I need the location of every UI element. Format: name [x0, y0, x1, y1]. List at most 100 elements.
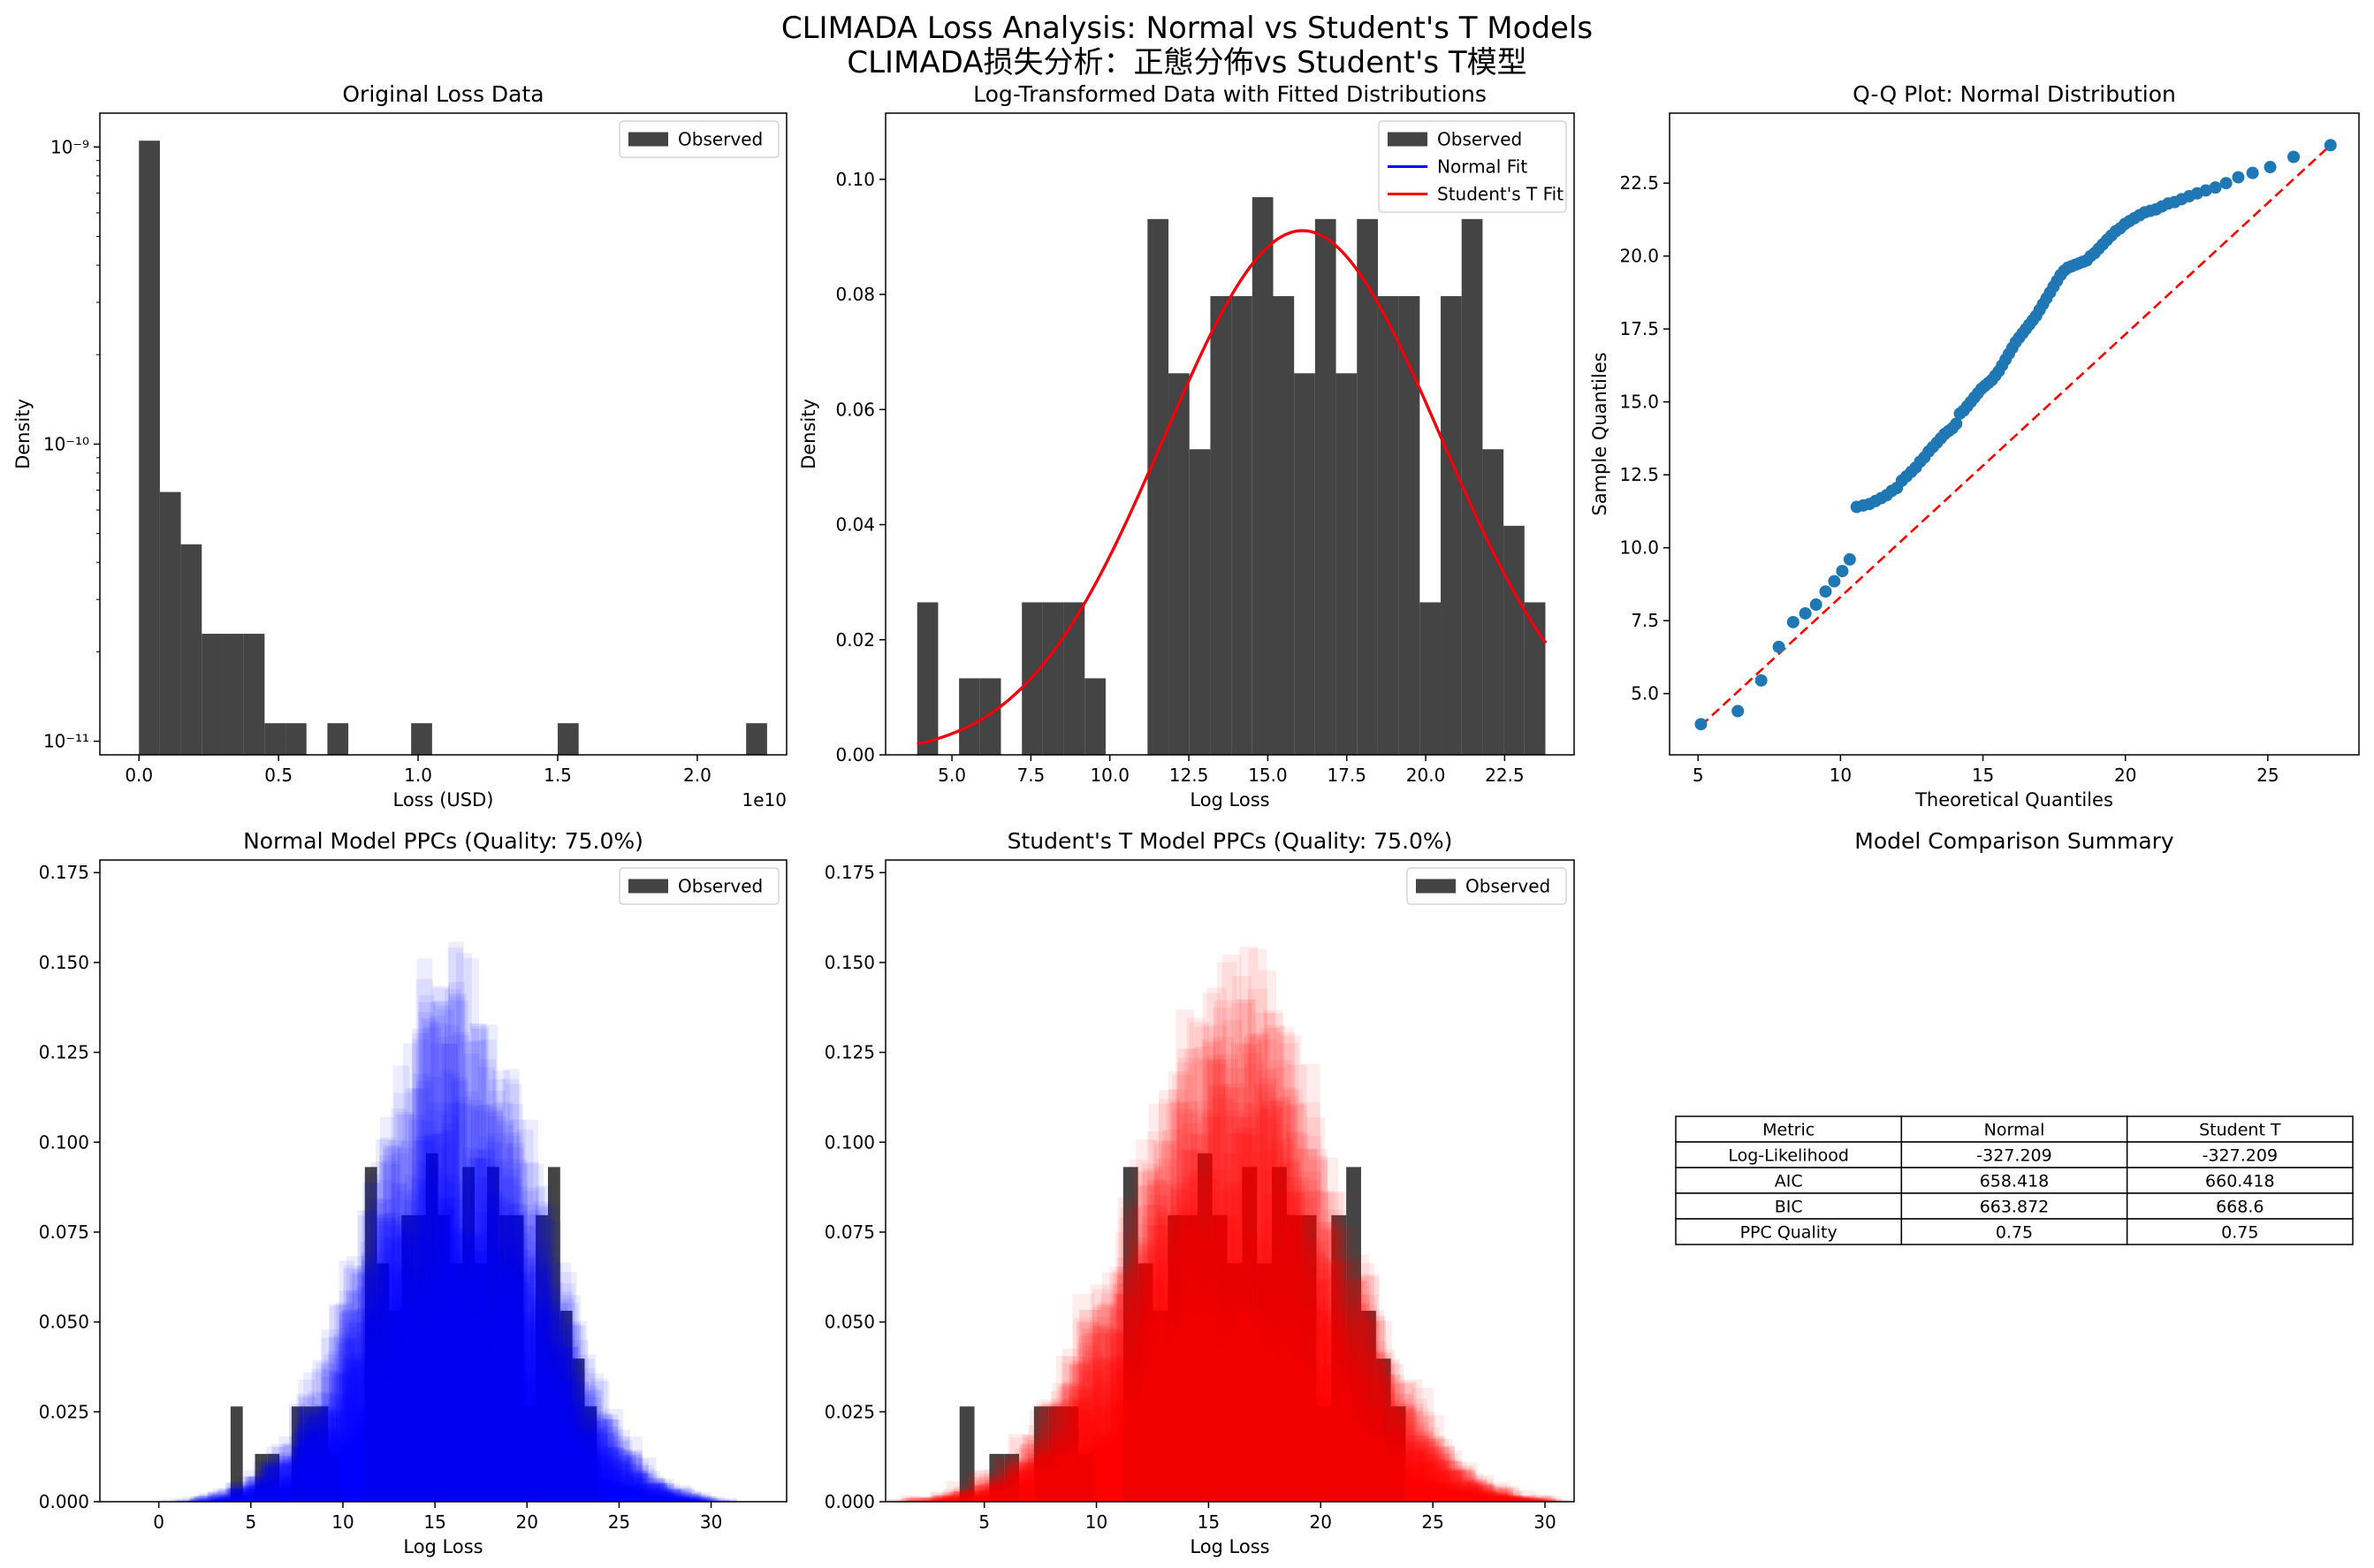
- ppc-bar: [230, 1497, 246, 1502]
- ppc-bar: [1054, 1435, 1077, 1502]
- ppc-bar: [1077, 1442, 1097, 1502]
- ppc-bar: [1270, 1097, 1290, 1502]
- ppc-bar: [560, 1410, 577, 1502]
- x-axis: 5 10 15 20 25: [1693, 755, 2279, 786]
- ppc-bar: [561, 1346, 579, 1502]
- ppc-bar: [230, 1498, 246, 1502]
- ppc-bar: [1309, 1252, 1329, 1502]
- ppc-bar: [1051, 1435, 1073, 1502]
- ppc-bar: [239, 1488, 256, 1502]
- ppc-bar: [1202, 1233, 1222, 1502]
- ppc-bar: [439, 1378, 457, 1502]
- ppc-bar: [244, 1492, 262, 1502]
- ppc-bar: [554, 1343, 572, 1502]
- histogram-bar: [1316, 1406, 1332, 1502]
- ppc-bar: [1369, 1435, 1391, 1502]
- ppc-bar: [397, 1111, 415, 1502]
- ppc-bar: [973, 1488, 994, 1502]
- ppc-bar: [1015, 1448, 1038, 1502]
- ppc-bar: [534, 1403, 551, 1502]
- ppc-bar: [1438, 1484, 1457, 1502]
- ppc-bar: [196, 1495, 214, 1502]
- ppc-bar: [609, 1450, 627, 1502]
- ppc-bar: [1439, 1488, 1459, 1502]
- ppc-bar: [1262, 1251, 1284, 1502]
- ppc-bar: [947, 1492, 970, 1502]
- ppc-bar: [1347, 1412, 1370, 1502]
- ppc-bar: [622, 1483, 640, 1502]
- ppc-bar: [1053, 1478, 1072, 1502]
- ppc-bar: [1006, 1479, 1029, 1502]
- ppc-bar: [1256, 1242, 1276, 1502]
- ppc-bar: [1097, 1450, 1117, 1502]
- ppc-bar: [1282, 1404, 1305, 1502]
- ppc-bar: [1282, 1089, 1303, 1502]
- ppc-bar: [324, 1450, 344, 1502]
- ppc-bar: [453, 1371, 472, 1502]
- ppc-bar: [1028, 1452, 1049, 1502]
- ppc-bar: [415, 1140, 435, 1502]
- ppc-bar: [275, 1486, 293, 1502]
- ppc-bar: [1039, 1440, 1060, 1502]
- ppc-bar: [407, 1188, 425, 1502]
- ppc-bar: [1351, 1444, 1373, 1502]
- ppc-bar: [1143, 1205, 1166, 1502]
- ppc-bar: [292, 1446, 309, 1502]
- ppc-bar: [1147, 1309, 1169, 1502]
- ppc-bar: [645, 1495, 660, 1502]
- ppc-bar: [1482, 1493, 1503, 1502]
- ppc-bar: [979, 1474, 1001, 1502]
- ppc-bar: [1167, 1325, 1187, 1502]
- ppc-bar: [470, 1110, 487, 1502]
- ppc-bar: [309, 1466, 326, 1502]
- ppc-bar: [441, 1043, 458, 1502]
- ppc-bar: [1384, 1445, 1406, 1502]
- ppc-bar: [1148, 1377, 1172, 1502]
- y-tick-label: 0.175: [825, 862, 875, 883]
- ppc-bar: [673, 1498, 691, 1502]
- ppc-bar: [1012, 1484, 1032, 1502]
- ppc-bar: [453, 1362, 471, 1502]
- ppc-bar: [988, 1477, 1010, 1502]
- ppc-bar: [659, 1494, 675, 1502]
- ppc-bar: [1072, 1399, 1092, 1502]
- ppc-bar: [1361, 1437, 1381, 1502]
- histogram-bar: [584, 1406, 597, 1502]
- ppc-bar: [258, 1482, 275, 1502]
- ppc-bar: [444, 989, 461, 1502]
- ppc-bar: [1502, 1496, 1524, 1502]
- ppc-bar: [407, 1089, 424, 1502]
- table-header-text: Metric: [1762, 1121, 1815, 1140]
- ppc-bar: [1214, 1218, 1235, 1502]
- ppc-bar: [606, 1447, 624, 1502]
- ppc-bar: [1082, 1465, 1104, 1502]
- ppc-bar: [1110, 1343, 1132, 1502]
- ppc-bar: [1139, 1336, 1161, 1502]
- ppc-bar: [1396, 1470, 1417, 1502]
- ppc-bar: [1512, 1496, 1534, 1502]
- ppc-bar: [593, 1381, 610, 1502]
- ppc-bar: [565, 1408, 582, 1502]
- ppc-bar: [1408, 1462, 1429, 1502]
- ppc-bar: [1386, 1450, 1408, 1502]
- ppc-bar: [1396, 1405, 1417, 1502]
- ppc-bar: [450, 1000, 468, 1502]
- ppc-bar: [588, 1429, 607, 1502]
- ppc-bar: [245, 1490, 262, 1502]
- ppc-bar: [224, 1494, 243, 1502]
- ppc-bar: [358, 1215, 374, 1502]
- ppc-bar: [1457, 1490, 1476, 1502]
- ppc-bar: [1186, 1349, 1208, 1502]
- ppc-bar: [1193, 1394, 1214, 1502]
- ppc-bar: [410, 1178, 428, 1502]
- ppc-bar: [1330, 1361, 1352, 1502]
- histogram-bar: [202, 634, 223, 755]
- histogram-bar: [1375, 1359, 1391, 1502]
- ppc-bar: [521, 1119, 538, 1502]
- ppc-bar: [556, 1298, 574, 1502]
- ppc-bar: [1350, 1445, 1373, 1502]
- ppc-bar: [423, 1239, 442, 1502]
- ppc-bar: [1007, 1469, 1028, 1502]
- ppc-bar: [666, 1498, 684, 1502]
- ppc-bar: [1475, 1497, 1495, 1502]
